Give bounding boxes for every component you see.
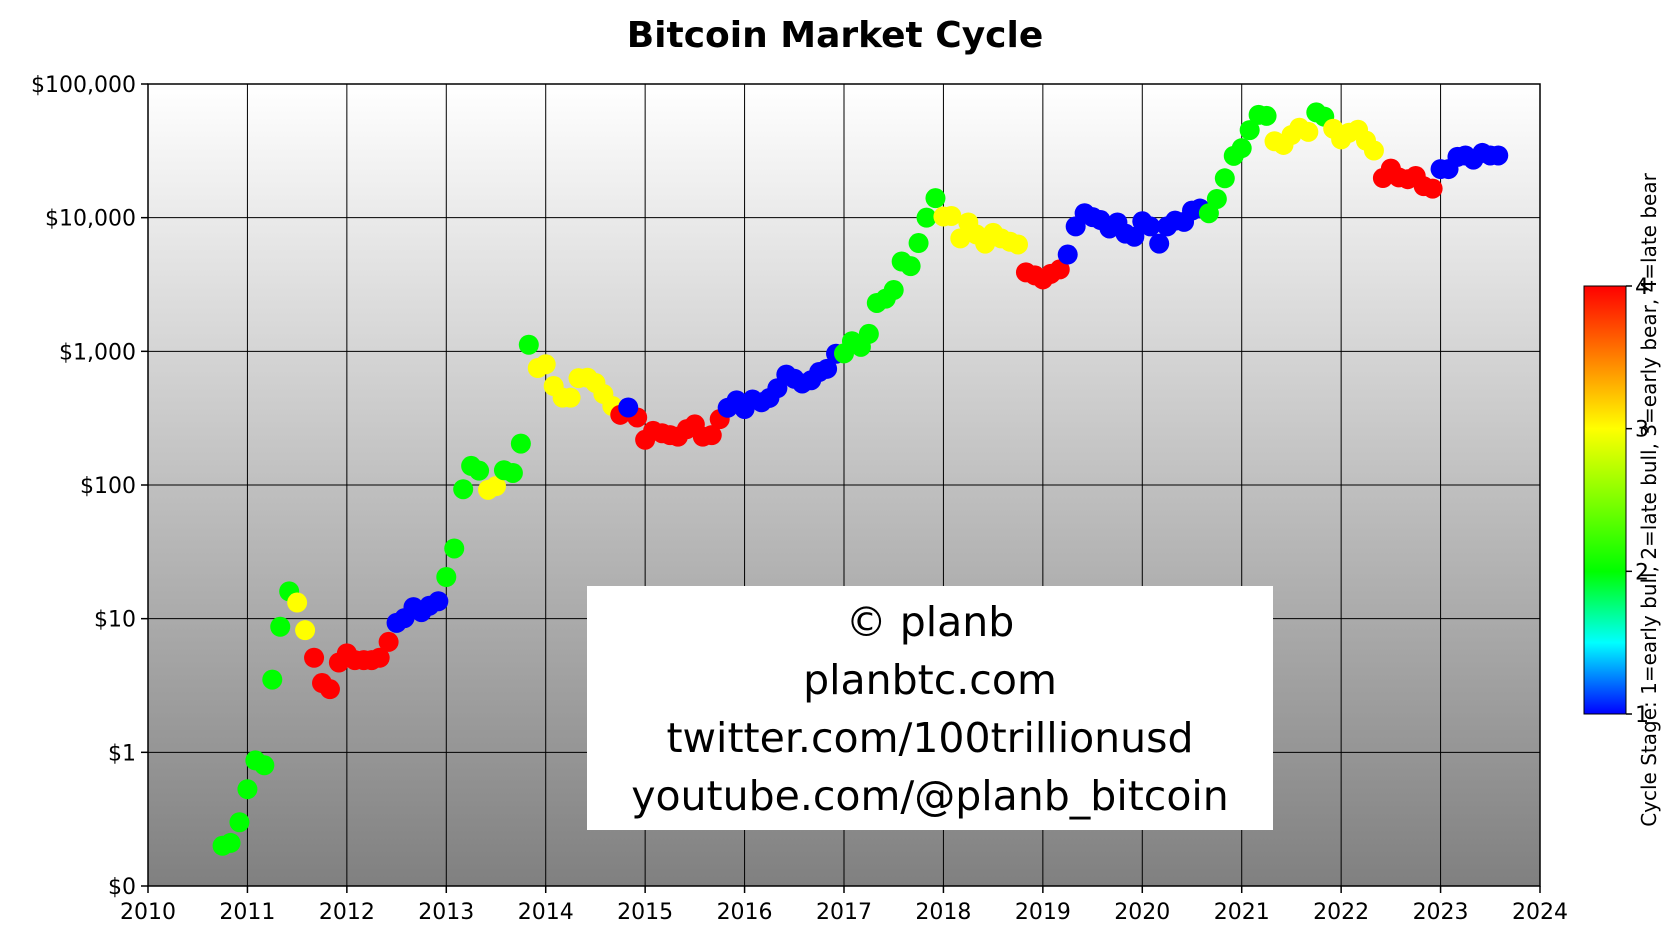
data-point: [295, 620, 316, 641]
colorbar-ticks: 1 2 3 4: [1626, 275, 1649, 728]
data-point: [1239, 120, 1260, 141]
data-points: [212, 102, 1509, 856]
data-point: [220, 832, 241, 853]
x-tick-label: 2010: [120, 900, 176, 925]
plot-frame: [147, 83, 1541, 887]
data-point: [287, 592, 308, 613]
x-tick-label: 2011: [219, 900, 275, 925]
y-tick-label: $10,000: [45, 207, 136, 232]
data-point: [436, 566, 457, 587]
annotation-box: [587, 586, 1273, 830]
annotation-line-4: youtube.com/@planb_bitcoin: [631, 772, 1229, 820]
data-point: [1488, 145, 1509, 166]
data-point: [925, 188, 946, 209]
data-point: [453, 479, 474, 500]
data-point: [304, 647, 325, 668]
data-point: [900, 256, 921, 277]
x-tick-label: 2014: [518, 900, 574, 925]
data-point: [908, 233, 929, 254]
colorbar: 1 2 3 4 Cycle Stage: 1=early bull, 2=late b…: [1583, 172, 1661, 827]
data-point: [369, 647, 390, 668]
data-point: [1149, 233, 1170, 254]
data-point: [941, 205, 962, 226]
x-tick-label: 2024: [1512, 900, 1568, 925]
data-point: [510, 433, 531, 454]
x-axis: 2010 2011 2012 2013 2014 2015 2016 2017 2018 2019…: [120, 886, 1568, 925]
x-tick-label: 2015: [617, 900, 673, 925]
data-point: [1057, 244, 1078, 265]
x-tick-label: 2013: [418, 900, 474, 925]
data-point: [701, 425, 722, 446]
annotation-line-3: twitter.com/100trillionusd: [666, 714, 1193, 762]
y-tick-label: $100: [80, 474, 136, 499]
data-point: [817, 358, 838, 379]
x-tick-label: 2020: [1114, 900, 1170, 925]
y-tick-label: $100,000: [31, 73, 136, 98]
colorbar-gradient: [1583, 285, 1627, 715]
data-point: [469, 460, 490, 481]
data-point: [1231, 138, 1252, 159]
data-point: [916, 207, 937, 228]
watermark-annotation: © planb planbtc.com twitter.com/100trill…: [587, 586, 1273, 830]
data-point: [486, 476, 506, 497]
x-tick-label: 2023: [1413, 900, 1469, 925]
x-tick-label: 2018: [915, 900, 971, 925]
y-tick-label: $1: [108, 741, 136, 766]
data-point: [1298, 121, 1319, 142]
colorbar-tick-label: 1: [1635, 703, 1649, 728]
data-point: [1422, 178, 1443, 199]
data-point: [618, 397, 639, 418]
chart-title: Bitcoin Market Cycle: [627, 15, 1044, 56]
data-point: [1008, 234, 1028, 255]
data-point: [428, 591, 449, 612]
data-point: [1124, 226, 1145, 247]
colorbar-label: Cycle Stage: 1=early bull, 2=late bull, …: [1637, 172, 1661, 826]
data-point: [237, 779, 258, 800]
data-point: [1214, 168, 1235, 189]
annotation-line-1: © planb: [846, 598, 1015, 646]
x-tick-label: 2016: [717, 900, 773, 925]
x-tick-label: 2022: [1313, 900, 1369, 925]
data-point: [1140, 216, 1161, 237]
x-tick-label: 2012: [319, 900, 375, 925]
colorbar-tick-label: 4: [1635, 275, 1649, 300]
x-tick-label: 2019: [1015, 900, 1071, 925]
y-tick-label: $10: [94, 608, 136, 633]
data-point: [950, 228, 971, 249]
colorbar-tick-label: 2: [1635, 560, 1649, 585]
data-point: [502, 462, 523, 483]
data-point: [262, 669, 283, 690]
data-point: [319, 679, 340, 700]
data-point: [1049, 259, 1070, 280]
y-tick-label: $0: [108, 875, 136, 900]
x-tick-label: 2021: [1214, 900, 1270, 925]
data-point: [444, 538, 465, 559]
y-tick-label: $1,000: [59, 340, 136, 365]
data-point: [518, 334, 539, 355]
data-point: [858, 323, 879, 344]
data-point: [1256, 105, 1277, 126]
x-tick-label: 2017: [816, 900, 872, 925]
data-point: [560, 387, 581, 408]
data-point: [1206, 188, 1227, 209]
data-point: [270, 616, 291, 637]
data-point: [535, 354, 556, 375]
data-point: [883, 280, 904, 301]
colorbar-tick-label: 3: [1635, 418, 1649, 443]
data-point: [229, 812, 250, 833]
annotation-line-2: planbtc.com: [803, 656, 1057, 704]
data-point: [1363, 140, 1384, 161]
y-axis: $0 $1 $10 $100 $1,000 $10,000 $100,000: [31, 73, 148, 900]
data-point: [378, 631, 399, 652]
data-point: [254, 755, 275, 776]
